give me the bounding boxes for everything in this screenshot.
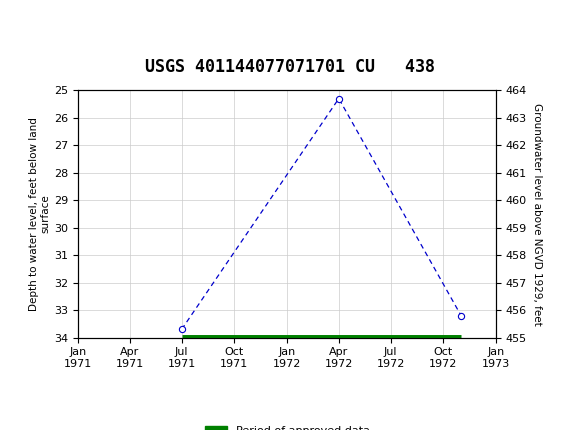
Text: USGS 401144077071701 CU   438: USGS 401144077071701 CU 438: [145, 58, 435, 76]
Point: [177, 326, 186, 333]
Legend: Period of approved data: Period of approved data: [200, 422, 374, 430]
Point: [456, 312, 466, 319]
Y-axis label: Groundwater level above NGVD 1929, feet: Groundwater level above NGVD 1929, feet: [532, 102, 542, 326]
Point: [334, 95, 343, 102]
Text: ≡USGS: ≡USGS: [8, 7, 63, 25]
Y-axis label: Depth to water level, feet below land
surface: Depth to water level, feet below land su…: [28, 117, 50, 311]
